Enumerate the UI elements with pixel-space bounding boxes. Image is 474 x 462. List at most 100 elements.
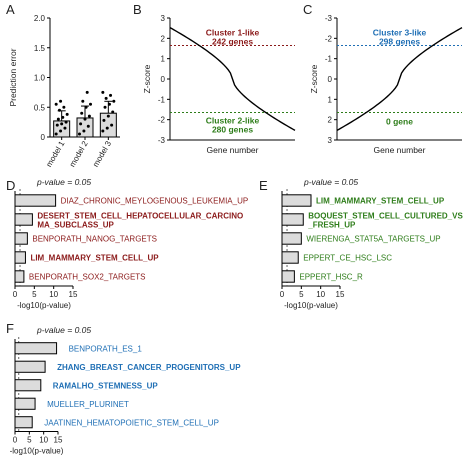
bar-d-5 — [14, 270, 25, 283]
y-tick-label-c: 1 — [328, 95, 333, 104]
data-point-a — [103, 105, 107, 109]
x-tick-label-a: model 2 — [68, 139, 90, 169]
y-tick-label-b: -2 — [158, 116, 166, 125]
y-tick-label-a: 1.0 — [34, 74, 46, 83]
bar-d-4 — [14, 251, 26, 264]
annotation-cluster1-count: 242 genes — [212, 36, 253, 46]
pvalue-label-e: p-value = 0.05 — [303, 177, 358, 187]
x-axis-label-f: -log10(p-value) — [10, 447, 64, 456]
x-axis-label-d: -log10(p-value) — [17, 301, 71, 310]
y-tick-label-c: 2 — [328, 116, 333, 125]
y-tick-label-b: -1 — [158, 95, 166, 104]
data-point-a — [62, 105, 66, 109]
row-label-d: DESERT_STEM_CELL_HEPATOCELLULAR_CARCINO — [37, 212, 243, 221]
annotation-cluster2: Cluster 2-like — [206, 116, 260, 126]
y-tick-label-b: -3 — [158, 136, 166, 145]
x-tick-label-e: 10 — [316, 290, 325, 299]
y-tick-label-b: 2 — [161, 34, 166, 43]
z-score-curve-b — [169, 26, 296, 132]
row-label-f: RAMALHO_STEMNESS_UP — [53, 381, 159, 390]
data-point-a — [78, 132, 81, 136]
data-point-a — [64, 120, 68, 124]
x-axis-label-c: Gene number — [374, 145, 426, 155]
bar-e-2 — [281, 213, 304, 226]
panel-letter-f: F — [6, 321, 14, 336]
y-tick-label-c: -2 — [325, 34, 333, 43]
data-point-a — [61, 115, 65, 119]
x-tick-label-d: 0 — [13, 290, 18, 299]
bar-e-1 — [281, 194, 312, 207]
data-point-a — [63, 126, 67, 130]
data-point-a — [87, 114, 91, 118]
data-point-a — [65, 112, 69, 116]
y-tick-label-a: 2.0 — [34, 14, 46, 23]
x-tick-label-e: 5 — [299, 290, 304, 299]
data-point-a — [54, 102, 58, 106]
data-point-a — [107, 102, 111, 106]
row-label-e: EPPERT_CE_HSC_LSC — [303, 254, 392, 263]
data-point-a — [60, 122, 64, 126]
y-tick-label-a: 0.5 — [34, 103, 46, 112]
data-point-a — [102, 118, 106, 122]
data-point-a — [80, 111, 84, 115]
x-tick-label-d: 10 — [49, 290, 58, 299]
panel-letter-d: D — [6, 178, 15, 193]
data-point-a — [82, 129, 86, 133]
row-label-d: DIAZ_CHRONIC_MEYLOGENOUS_LEUKEMIA_UP — [61, 197, 249, 206]
y-tick-label-b: 3 — [161, 14, 166, 23]
bar-e-4 — [281, 251, 299, 264]
data-point-a — [83, 117, 87, 121]
data-point-a — [54, 132, 58, 136]
bar-f-3 — [14, 379, 42, 392]
annotation-cluster2-count: 280 genes — [212, 125, 253, 135]
panel-letter-c: C — [303, 2, 312, 17]
row-label-f: ZHANG_BREAST_CANCER_PROGENITORS_UP — [57, 363, 241, 372]
data-point-a — [101, 129, 105, 133]
annotation-zero-gene: 0 gene — [386, 117, 413, 127]
y-tick-label-c: -3 — [325, 14, 333, 23]
y-tick-label-b: 0 — [161, 75, 166, 84]
x-tick-label-a: model 3 — [91, 139, 113, 169]
annotation-cluster3: Cluster 3-like — [373, 27, 427, 37]
x-tick-label-f: 0 — [13, 436, 18, 445]
bar-e-3 — [281, 232, 302, 245]
bar-d-2 — [14, 213, 33, 226]
bar-f-5 — [14, 416, 33, 429]
panel-letter-e: E — [259, 178, 268, 193]
bar-f-1 — [14, 342, 58, 355]
bar-e-5 — [281, 270, 295, 283]
row-label-d-cont: MA_SUBCLASS_UP — [37, 221, 114, 230]
row-label-e: LIM_MAMMARY_STEM_CELL_UP — [316, 197, 445, 206]
data-point-a — [109, 93, 113, 97]
pvalue-label-f: p-value = 0.05 — [36, 325, 91, 335]
pvalue-label-d: p-value = 0.05 — [36, 177, 91, 187]
panel-letter-b: B — [133, 2, 142, 17]
row-label-f: JAATINEN_HEMATOPOIETIC_STEM_CELL_UP — [44, 418, 219, 427]
z-score-curve-c — [336, 26, 463, 132]
data-point-a — [104, 96, 108, 100]
x-tick-label-d: 5 — [32, 290, 37, 299]
panel-letter-a: A — [6, 2, 15, 17]
data-point-a — [55, 123, 59, 127]
data-point-a — [59, 99, 63, 103]
y-tick-label-b: 1 — [161, 55, 166, 64]
data-point-a — [111, 110, 115, 114]
x-tick-label-f: 10 — [39, 436, 48, 445]
row-label-e-cont: _FRESH_UP — [307, 221, 356, 230]
data-point-a — [84, 105, 88, 109]
bar-d-3 — [14, 232, 28, 245]
x-tick-label-f: 15 — [54, 436, 63, 445]
y-tick-label-c: -1 — [325, 55, 333, 64]
data-point-a — [85, 90, 89, 94]
data-point-a — [106, 114, 110, 118]
row-label-f: MUELLER_PLURINET — [47, 400, 129, 409]
y-axis-label-a: Prediction error — [8, 48, 18, 106]
row-label-d: LIM_MAMMARY_STEM_CELL_UP — [30, 254, 159, 263]
x-axis-label-e: -log10(p-value) — [284, 301, 338, 310]
x-axis-label-b: Gene number — [207, 145, 259, 155]
data-point-a — [79, 122, 83, 126]
row-label-e: EPPERT_HSC_R — [299, 273, 363, 282]
y-tick-label-a: 0 — [41, 133, 46, 142]
bar-f-2 — [14, 360, 46, 373]
